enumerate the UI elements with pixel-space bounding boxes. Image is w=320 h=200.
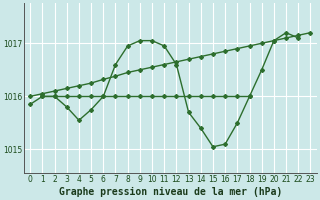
X-axis label: Graphe pression niveau de la mer (hPa): Graphe pression niveau de la mer (hPa) bbox=[59, 186, 282, 197]
